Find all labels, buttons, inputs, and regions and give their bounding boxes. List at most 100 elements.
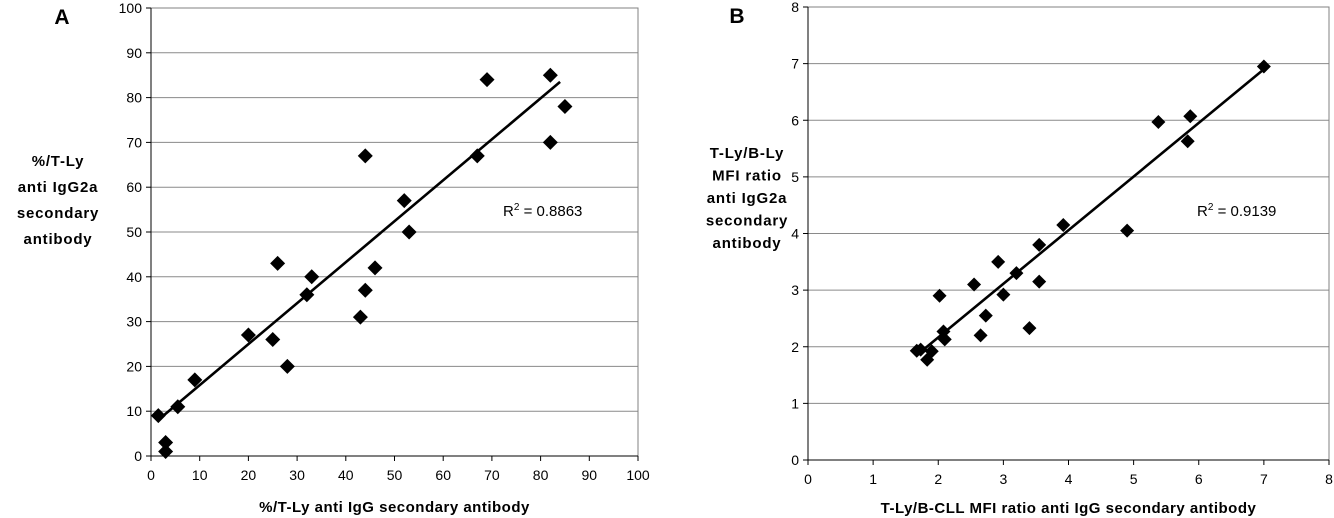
data-point — [299, 287, 315, 303]
y-tick-label: 100 — [119, 0, 143, 16]
x-tick-label: 100 — [626, 467, 650, 483]
data-point — [367, 260, 383, 276]
data-point — [170, 399, 186, 415]
panel-b-chart: B 0 1 2 3 4 5 6 7 8 0 1 2 3 4 5 6 7 8 T-Ly/B-CLL MFI ratio … — [706, 0, 1333, 517]
data-point — [357, 282, 373, 298]
data-point — [469, 148, 485, 164]
data-point — [542, 134, 558, 150]
y-tick-label: 90 — [126, 45, 142, 61]
data-point — [967, 277, 982, 292]
x-tick-label: 40 — [338, 467, 354, 483]
data-point — [352, 309, 368, 325]
data-point — [396, 193, 412, 209]
panel-letter: A — [54, 6, 69, 29]
y-axis-title-line: T-Ly/B-Ly — [710, 145, 784, 162]
x-tick-label: 4 — [1065, 471, 1073, 487]
y-axis-title-line: %/T-Ly — [32, 153, 85, 170]
x-tick-label: 2 — [934, 471, 942, 487]
data-point — [1180, 134, 1195, 149]
x-tick-label: 10 — [192, 467, 208, 483]
data-point — [932, 288, 947, 303]
data-point — [401, 224, 417, 240]
x-tick-label: 70 — [484, 467, 500, 483]
y-axis-title-line: secondary — [17, 205, 99, 222]
data-point — [924, 344, 939, 359]
data-point — [1032, 237, 1047, 252]
x-axis-title: T-Ly/B-CLL MFI ratio anti IgG secondary … — [881, 500, 1257, 517]
y-tick-label: 30 — [126, 314, 142, 330]
y-tick-label: 8 — [791, 0, 799, 15]
x-tick-label: 6 — [1195, 471, 1203, 487]
data-point — [240, 327, 256, 343]
x-tick-label: 0 — [147, 467, 155, 483]
x-tick-label: 60 — [435, 467, 451, 483]
y-axis-title-line: antibody — [713, 235, 782, 252]
r-squared-label: R2 = 0.8863 — [503, 202, 582, 220]
data-point — [1032, 274, 1047, 289]
x-tick-label: 90 — [582, 467, 598, 483]
data-point — [357, 148, 373, 164]
data-point — [279, 358, 295, 374]
data-point — [973, 328, 988, 343]
x-tick-label: 0 — [804, 471, 812, 487]
data-point — [996, 287, 1011, 302]
y-tick-label: 0 — [134, 448, 142, 464]
y-tick-label: 7 — [791, 56, 799, 72]
y-tick-label: 20 — [126, 358, 142, 374]
y-tick-label: 1 — [791, 395, 799, 411]
x-tick-label: 80 — [533, 467, 549, 483]
r-squared-label: R2 = 0.9139 — [1197, 202, 1276, 220]
data-point — [557, 99, 573, 115]
y-axis-title-line: anti IgG2a — [18, 179, 99, 196]
data-point — [150, 408, 166, 424]
data-point — [304, 269, 320, 285]
y-tick-label: 50 — [126, 224, 142, 240]
data-point — [1151, 114, 1166, 129]
data-point — [542, 67, 558, 83]
data-point — [1256, 59, 1271, 74]
y-tick-label: 80 — [126, 90, 142, 106]
data-point — [187, 372, 203, 388]
data-point — [158, 444, 174, 460]
y-axis-title-line: anti IgG2a — [707, 190, 788, 207]
y-axis-title-line: MFI ratio — [712, 168, 782, 185]
y-tick-label: 2 — [791, 339, 799, 355]
data-point — [937, 332, 952, 347]
data-point — [991, 254, 1006, 269]
x-tick-label: 8 — [1325, 471, 1333, 487]
x-tick-label: 7 — [1260, 471, 1268, 487]
y-axis-title-line: secondary — [706, 213, 788, 230]
y-tick-label: 70 — [126, 134, 142, 150]
data-point — [978, 308, 993, 323]
data-point — [1056, 218, 1071, 233]
x-axis-title: %/T-Ly anti IgG secondary antibody — [259, 499, 530, 516]
panel-letter: B — [729, 5, 744, 28]
y-tick-label: 5 — [791, 169, 799, 185]
data-point — [270, 255, 286, 271]
y-axis-title-line: antibody — [24, 231, 93, 248]
x-tick-label: 50 — [387, 467, 403, 483]
y-tick-label: 6 — [791, 112, 799, 128]
data-point — [1009, 266, 1024, 281]
data-point — [158, 435, 174, 451]
trendline — [159, 80, 561, 419]
y-tick-label: 0 — [791, 452, 799, 468]
y-tick-label: 3 — [791, 282, 799, 298]
y-tick-label: 40 — [126, 269, 142, 285]
x-tick-label: 3 — [999, 471, 1007, 487]
x-tick-label: 30 — [289, 467, 305, 483]
x-tick-label: 1 — [869, 471, 877, 487]
data-point — [479, 72, 495, 88]
y-tick-label: 4 — [791, 226, 799, 242]
data-point — [265, 332, 281, 348]
panel-a-chart: A 0 10 20 30 40 50 60 70 80 90 100 0 10 20 30 40 50 60 70 80… — [17, 0, 650, 516]
y-tick-label: 10 — [126, 403, 142, 419]
data-point — [1183, 109, 1198, 124]
x-tick-label: 20 — [241, 467, 257, 483]
data-point — [1120, 223, 1135, 238]
y-tick-label: 60 — [126, 179, 142, 195]
x-tick-label: 5 — [1130, 471, 1138, 487]
trendline — [917, 68, 1265, 355]
data-point — [913, 342, 928, 357]
